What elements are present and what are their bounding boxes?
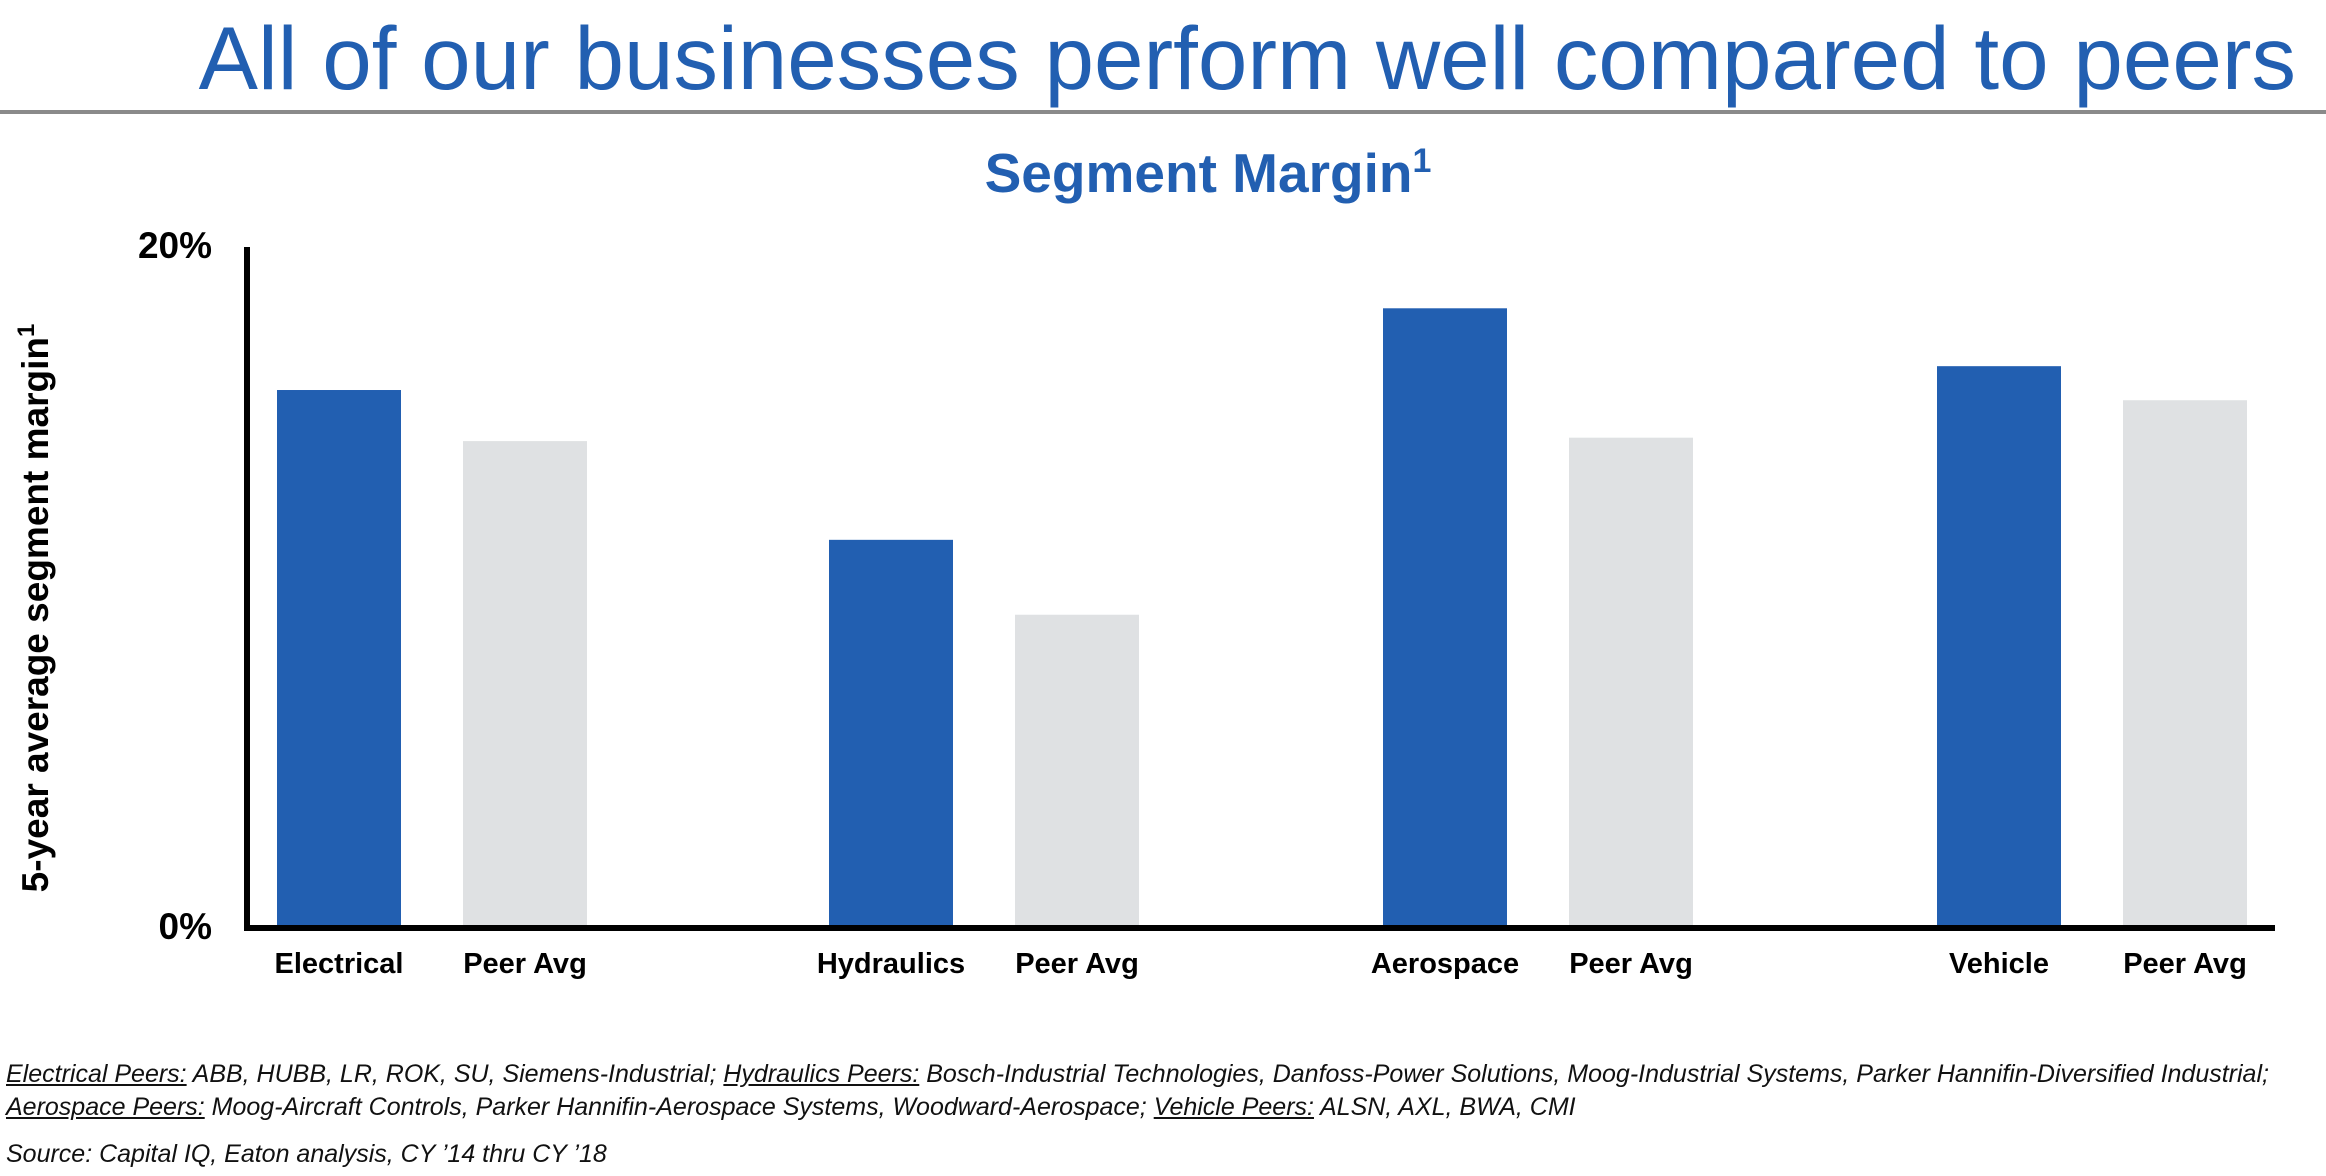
bar-electrical-eaton [277,390,401,928]
y-axis-label-text: 5-year average segment margin [15,337,56,892]
bar-hydraulics-peer-avg [1015,614,1139,928]
vehicle-peers-list: ALSN, AXL, BWA, CMI [1313,1093,1576,1121]
x-tick-label-vehicle-eaton: Vehicle [1949,948,2049,980]
bar-aerospace-peer-avg [1569,437,1693,928]
hydraulics-peers-list: Bosch-Industrial Technologies, Danfoss-P… [919,1060,2269,1088]
aerospace-peers-list: Moog-Aircraft Controls, Parker Hannifin-… [204,1093,1154,1121]
axes-layer [244,247,2275,931]
aerospace-peers-label: Aerospace Peers: [6,1093,205,1121]
chart-title-superscript: 1 [1412,142,1431,180]
x-tick-label-hydraulics-peer-avg: Peer Avg [1015,948,1139,980]
bars-layer [277,308,2247,929]
peer-footnote: Electrical Peers: ABB, HUBB, LR, ROK, SU… [6,1058,2306,1124]
electrical-peers-list: ABB, HUBB, LR, ROK, SU, Siemens-Industri… [186,1060,724,1088]
x-tick-label-aerospace-peer-avg: Peer Avg [1569,948,1693,980]
hydraulics-peers-label: Hydraulics Peers: [723,1060,920,1088]
bar-vehicle-eaton [1937,366,2061,928]
chart-title-text: Segment Margin [985,142,1413,204]
bar-aerospace-eaton [1383,308,1507,928]
x-tick-label-vehicle-peer-avg: Peer Avg [2123,948,2247,980]
y-axis-label-superscript: 1 [13,324,40,337]
y-tick-labels: 20% 0% [138,225,212,947]
bar-vehicle-peer-avg [2123,400,2247,929]
x-tick-label-hydraulics-eaton: Hydraulics [817,948,965,980]
source-note: Source: Capital IQ, Eaton analysis, CY ’… [6,1140,607,1168]
vehicle-peers-label: Vehicle Peers: [1153,1093,1314,1121]
x-tick-label-aerospace-eaton: Aerospace [1371,948,1519,980]
y-tick-label-min: 0% [159,906,212,947]
chart-title: Segment Margin1 [985,142,1432,204]
bar-hydraulics-eaton [829,539,953,928]
electrical-peers-label: Electrical Peers: [6,1060,187,1088]
x-tick-labels: Electrical Peer Avg Hydraulics Peer Avg Aero… [275,948,2247,980]
y-axis-label: 5-year average segment margin1 [13,324,56,893]
x-tick-label-electrical-eaton: Electrical [275,948,404,980]
title-divider [0,110,2326,114]
segment-margin-chart: Segment Margin1 5-year average segment m… [13,142,2275,980]
page-title: All of our businesses perform well compa… [198,8,2296,108]
bar-electrical-peer-avg [463,441,587,928]
x-tick-label-electrical-peer-avg: Peer Avg [463,948,587,980]
y-tick-label-max: 20% [138,225,212,266]
